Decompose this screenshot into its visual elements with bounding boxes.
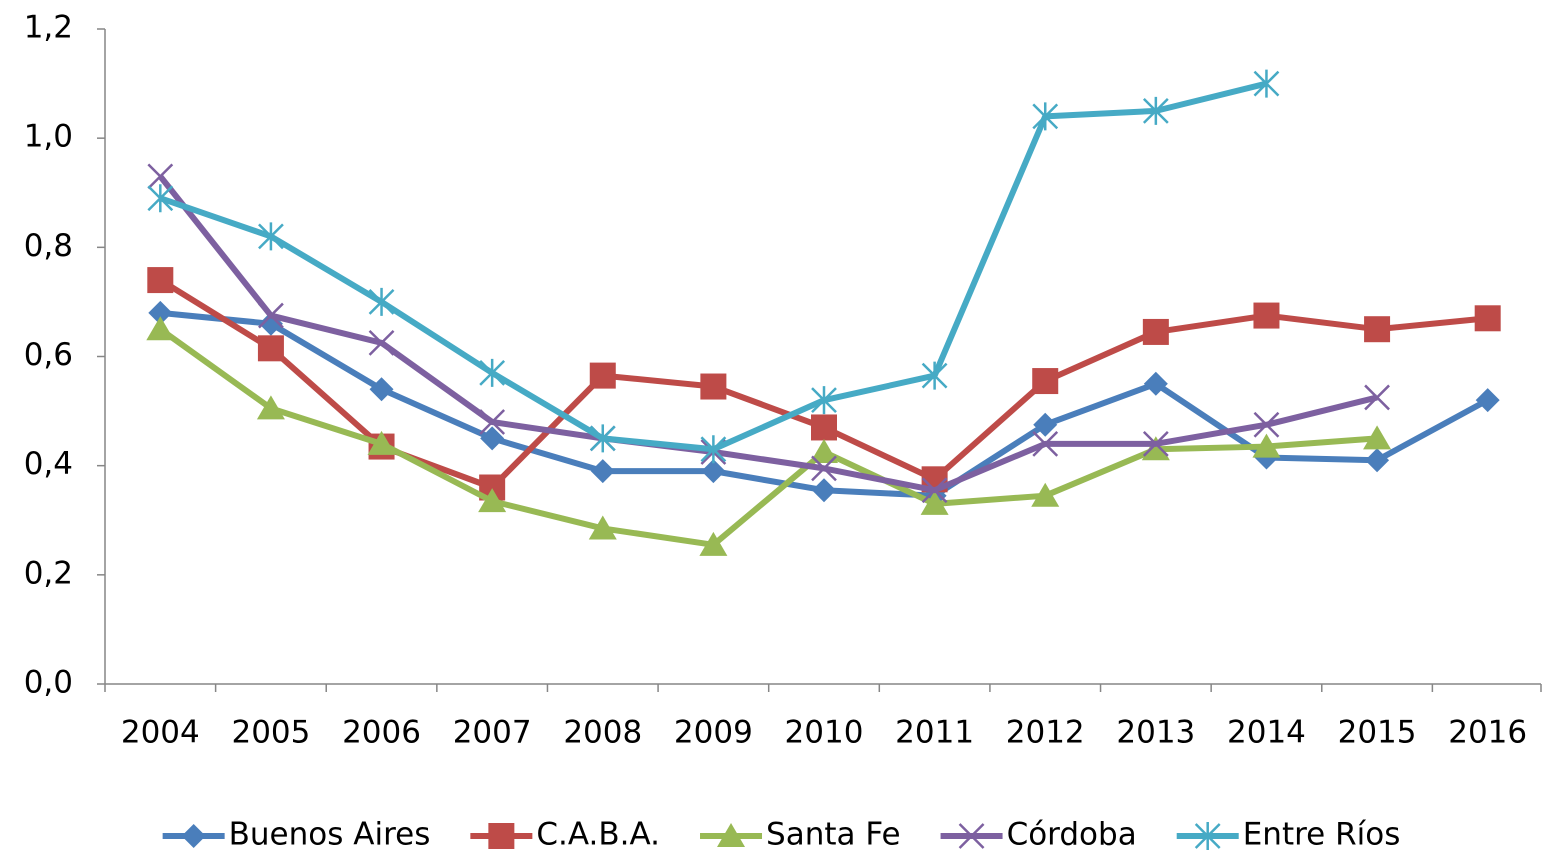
marker: [1032, 368, 1059, 395]
y-tick-label: 1,2: [24, 10, 73, 46]
marker: [1142, 430, 1169, 457]
marker: [700, 435, 727, 464]
marker: [811, 386, 837, 415]
marker: [811, 455, 837, 482]
marker: [258, 302, 284, 329]
marker: [811, 414, 837, 441]
marker: [1253, 411, 1280, 438]
y-tick-label: 0,4: [24, 446, 73, 482]
marker: [368, 329, 395, 356]
marker: [701, 459, 726, 484]
legend-label: Buenos Aires: [229, 817, 431, 853]
marker: [1142, 318, 1169, 345]
marker: [921, 477, 948, 504]
marker: [590, 459, 615, 484]
marker: [1032, 430, 1059, 457]
legend-label: Córdoba: [1007, 817, 1137, 853]
y-tick-label: 0,2: [24, 555, 73, 591]
x-tick-label: 2005: [231, 715, 310, 751]
marker: [700, 373, 727, 400]
series-line: [157, 174, 1378, 494]
marker: [1252, 433, 1281, 458]
y-tick-label: 0,0: [24, 665, 73, 701]
x-tick-label: 2016: [1448, 715, 1527, 751]
x-tick-label: 2014: [1227, 715, 1306, 751]
series-line: [158, 326, 1378, 548]
x-tick-label: 2009: [674, 715, 753, 751]
marker: [1141, 436, 1170, 461]
marker: [1364, 316, 1391, 343]
marker: [148, 300, 173, 325]
marker: [1031, 482, 1060, 507]
marker: [958, 823, 985, 849]
marker: [1475, 388, 1500, 413]
marker: [717, 823, 746, 847]
marker: [1253, 69, 1280, 98]
marker: [480, 426, 505, 451]
marker: [479, 409, 506, 435]
x-tick-label: 2015: [1338, 715, 1417, 751]
marker: [256, 395, 285, 420]
marker: [367, 430, 396, 455]
marker: [479, 358, 506, 387]
x-tick-label: 2007: [453, 715, 532, 751]
x-tick-label: 2008: [563, 715, 642, 751]
legend: Buenos Aires C.A.B.A. Santa Fe Córdoba Entre…: [162, 817, 1401, 853]
marker: [369, 377, 394, 402]
y-tick-label: 1,0: [24, 119, 73, 155]
x-tick-label: 2010: [785, 715, 864, 751]
marker: [1194, 822, 1221, 850]
marker: [1143, 371, 1168, 396]
marker: [258, 222, 284, 251]
marker: [1033, 412, 1058, 437]
marker: [181, 824, 206, 848]
y-tick-label: 0,6: [24, 337, 73, 373]
marker: [1474, 305, 1501, 332]
marker: [810, 439, 838, 464]
marker: [588, 515, 617, 540]
marker: [920, 490, 949, 515]
marker: [921, 361, 948, 390]
marker: [1253, 302, 1280, 329]
y-tick-label: 0,8: [24, 228, 73, 264]
marker: [1032, 102, 1059, 131]
x-tick-label: 2012: [1006, 715, 1085, 751]
marker: [589, 424, 616, 453]
marker: [589, 362, 616, 389]
x-tick-label: 2011: [895, 715, 974, 751]
marker: [1365, 448, 1390, 473]
marker: [1364, 384, 1390, 411]
marker: [146, 316, 175, 341]
x-tick-label: 2006: [342, 715, 421, 751]
legend-label: C.A.B.A.: [536, 817, 660, 853]
marker: [257, 335, 284, 362]
marker: [1363, 425, 1392, 450]
marker: [699, 531, 728, 556]
marker: [1142, 96, 1169, 125]
marker: [147, 184, 174, 213]
marker: [488, 823, 515, 849]
x-tick-label: 2004: [121, 715, 200, 751]
marker: [812, 478, 836, 503]
x-tick-label: 2013: [1116, 715, 1195, 751]
marker: [147, 267, 174, 294]
marker: [147, 163, 174, 190]
marker: [368, 287, 395, 316]
legend-label: Entre Ríos: [1243, 817, 1401, 853]
marker: [478, 488, 507, 513]
legend-label: Santa Fe: [766, 817, 901, 853]
